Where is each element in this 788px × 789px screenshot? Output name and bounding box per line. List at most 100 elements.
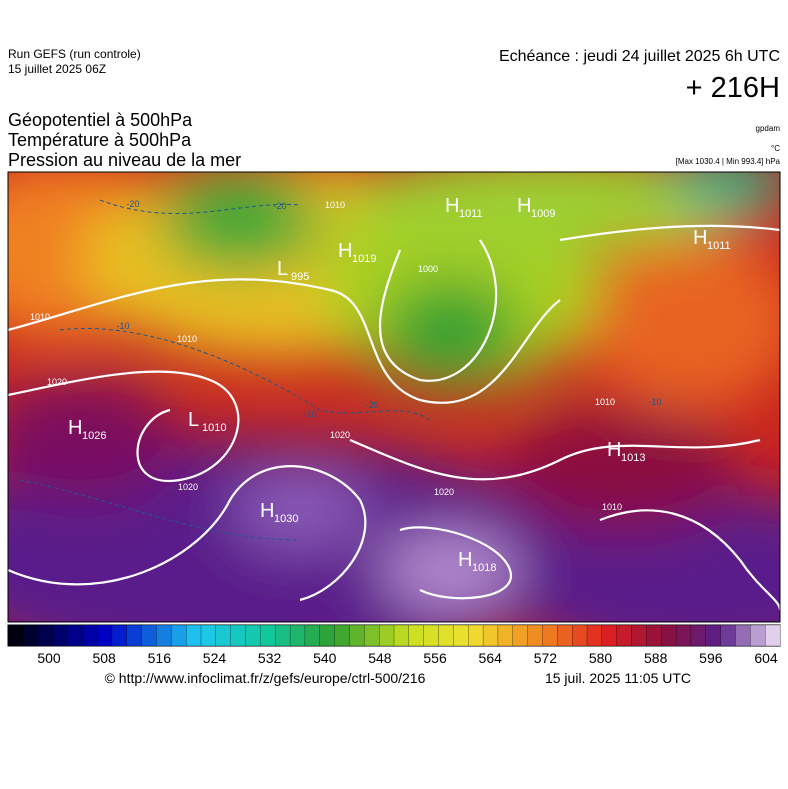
unit-label: gpdam (756, 124, 781, 133)
isotherms (19, 199, 431, 541)
colorbar-tick-label: 588 (644, 650, 668, 666)
pressure-center-value: 1030 (274, 513, 298, 525)
pressure-center-value: 1013 (621, 452, 645, 464)
pressure-center-kind: H (445, 195, 459, 217)
colorbar-swatch (542, 624, 558, 647)
pressure-center-value: 1026 (82, 430, 106, 442)
pressure-center-value: 1010 (202, 422, 226, 434)
colorbar-swatch (245, 624, 262, 647)
title: Température à 500hPa (8, 130, 192, 150)
isotherm-label: -10 (116, 321, 129, 331)
colorbar-swatch (393, 624, 410, 647)
isobar-label: 1010 (325, 200, 345, 210)
colorbar-swatch (646, 624, 662, 647)
pressure-center-value: 1009 (531, 208, 555, 220)
isobar-label: 1020 (330, 430, 350, 440)
colorbar-tick-label: 548 (368, 650, 392, 666)
pressure-center-value: 995 (291, 271, 309, 283)
colorbar-tick-label: 604 (754, 650, 778, 666)
isobar-label: 1020 (178, 482, 198, 492)
colorbar-swatch (126, 624, 143, 647)
isobar-label: 1010 (30, 312, 50, 322)
run-label: Run GEFS (run controle) (8, 47, 141, 61)
pressure-center-kind: L (277, 258, 288, 280)
colorbar-tick-label: 556 (423, 650, 447, 666)
colorbar-swatch (171, 624, 187, 647)
colorbar-swatch (601, 624, 618, 647)
colorbar-swatch (379, 624, 395, 647)
colorbar-swatch (349, 624, 365, 647)
unit-label: [Max 1030.4 | Min 993.4] hPa (676, 157, 781, 166)
colorbar-swatch (438, 624, 455, 647)
colorbar-swatch (765, 624, 781, 647)
isobar-label: 1020 (434, 487, 454, 497)
isobar-label: 1010 (177, 334, 197, 344)
colorbar-swatch (512, 624, 529, 647)
colorbar-swatch (364, 624, 380, 647)
pressure-center-kind: H (517, 195, 531, 217)
colorbar-swatch (215, 624, 232, 647)
colorbar-swatch (527, 624, 544, 647)
colorbar-swatch (319, 624, 336, 647)
colorbar-swatch (616, 624, 633, 647)
colorbar-tick-label: 500 (37, 650, 61, 666)
colorbar-swatch (586, 624, 603, 647)
colorbar-swatch (141, 624, 158, 647)
colorbar-tick-label: 540 (313, 650, 337, 666)
colorbar-swatch (111, 624, 128, 647)
pressure-center-kind: H (68, 417, 82, 439)
colorbar-swatch (720, 624, 737, 647)
colorbar-swatch (260, 624, 276, 647)
valid-time: Echéance : jeudi 24 juillet 2025 6h UTC (499, 48, 780, 65)
colorbar-swatch (482, 624, 499, 647)
pressure-center-kind: H (458, 549, 472, 571)
title: Géopotentiel à 500hPa (8, 110, 193, 130)
colorbar-tick-label: 572 (534, 650, 558, 666)
pressure-center-value: 1011 (459, 208, 483, 220)
colorbar-swatch (557, 624, 573, 647)
colorbar-swatch (750, 624, 766, 647)
pressure-center-kind: H (338, 240, 352, 262)
colorbar-swatch (661, 624, 677, 647)
title: Pression au niveau de la mer (8, 150, 241, 170)
colorbar-swatch (675, 624, 692, 647)
colorbar-swatch (200, 624, 217, 647)
isotherm-label: -10 (648, 397, 661, 407)
colorbar-swatch (22, 624, 39, 647)
colorbar-swatch (67, 624, 83, 647)
colorbar-tick-label: 508 (92, 650, 116, 666)
map (8, 172, 780, 622)
isobar-label: 1000 (418, 264, 438, 274)
colorbar-swatch (631, 624, 648, 647)
colorbar-swatch (275, 624, 291, 647)
isotherm-label: -20 (273, 201, 286, 211)
colorbar-swatch (423, 624, 440, 647)
colorbar-swatch (186, 624, 202, 647)
generated-time: 15 juil. 2025 11:05 UTC (545, 670, 691, 686)
pressure-center-kind: H (693, 227, 707, 249)
source: © http://www.infoclimat.fr/z/gefs/europe… (105, 670, 426, 686)
colorbar-swatch (453, 624, 469, 647)
colorbar-swatch (690, 624, 707, 647)
colorbar-swatch (7, 624, 24, 647)
colorbar-swatch (304, 624, 321, 647)
colorbar-tick-label: 524 (203, 650, 227, 666)
colorbar-swatch (82, 624, 98, 647)
pressure-center-kind: L (188, 409, 199, 431)
colorbar-swatch (230, 624, 247, 647)
colorbar-swatch (156, 624, 172, 647)
isobar-label: 1010 (595, 397, 615, 407)
colorbar-swatch (289, 624, 306, 647)
isotherm-label: -20 (365, 400, 378, 410)
pressure-center-value: 1019 (352, 253, 376, 265)
colorbar-swatch (735, 624, 751, 647)
colorbar-tick-label: 516 (148, 650, 172, 666)
isobar-label: 1020 (47, 377, 67, 387)
isobar-label: 1010 (602, 502, 622, 512)
colorbar-swatch (37, 624, 54, 647)
temperature-field (8, 172, 780, 622)
colorbar-swatch (572, 624, 588, 647)
colorbar-swatch (52, 624, 69, 647)
